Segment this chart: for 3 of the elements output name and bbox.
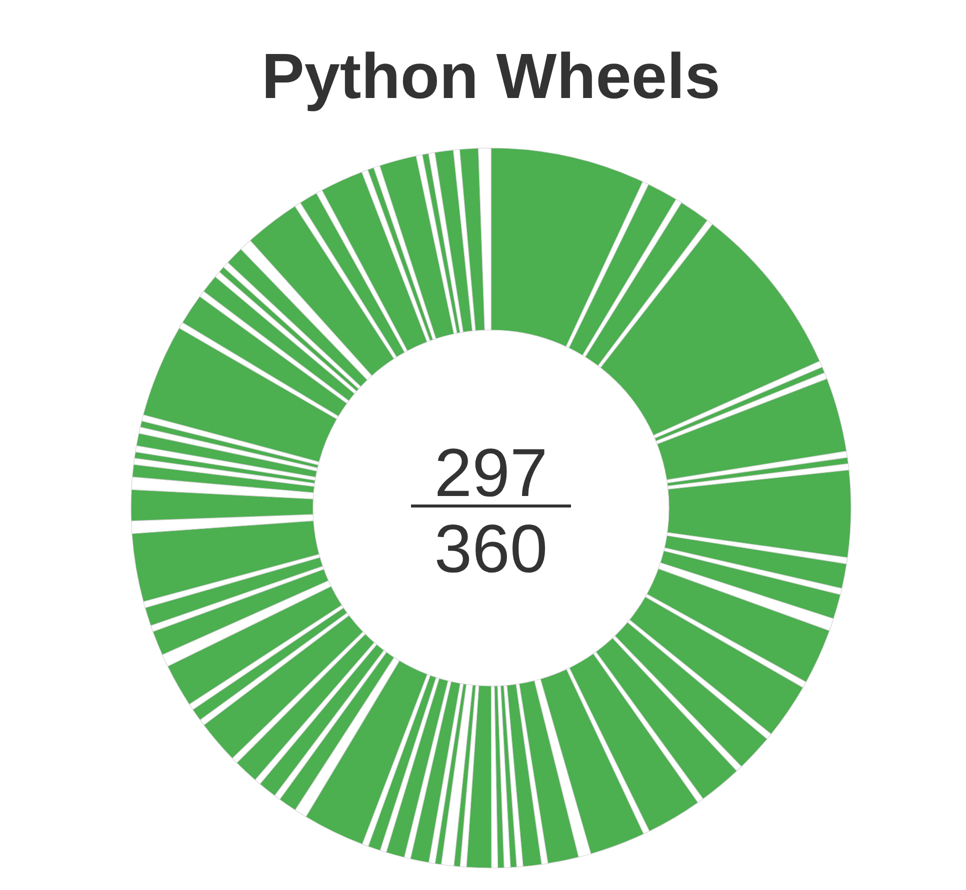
text: 297 xyxy=(434,435,548,511)
chart-title: Python Wheels xyxy=(262,40,720,112)
text: 360 xyxy=(434,511,548,587)
